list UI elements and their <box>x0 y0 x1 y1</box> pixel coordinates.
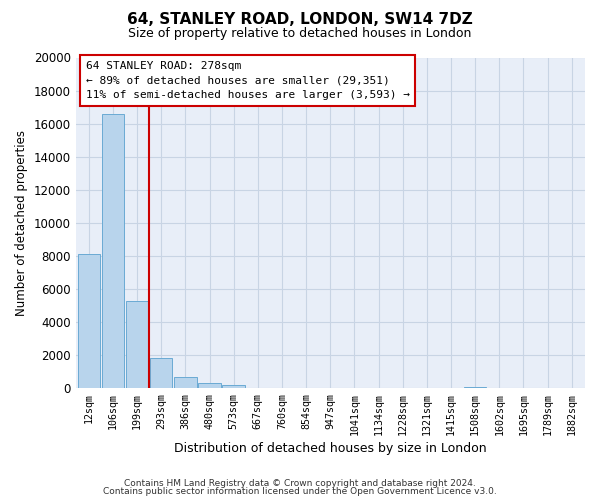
Text: Size of property relative to detached houses in London: Size of property relative to detached ho… <box>128 28 472 40</box>
Bar <box>199 383 221 388</box>
Text: Contains public sector information licensed under the Open Government Licence v3: Contains public sector information licen… <box>103 488 497 496</box>
X-axis label: Distribution of detached houses by size in London: Distribution of detached houses by size … <box>174 442 487 455</box>
Bar <box>150 358 172 388</box>
Text: 64, STANLEY ROAD, LONDON, SW14 7DZ: 64, STANLEY ROAD, LONDON, SW14 7DZ <box>127 12 473 28</box>
Y-axis label: Number of detached properties: Number of detached properties <box>15 130 28 316</box>
Bar <box>126 300 148 388</box>
Bar <box>223 385 245 388</box>
Text: Contains HM Land Registry data © Crown copyright and database right 2024.: Contains HM Land Registry data © Crown c… <box>124 478 476 488</box>
Bar <box>102 114 124 388</box>
Bar <box>464 386 487 388</box>
Bar <box>174 376 197 388</box>
Text: 64 STANLEY ROAD: 278sqm
← 89% of detached houses are smaller (29,351)
11% of sem: 64 STANLEY ROAD: 278sqm ← 89% of detache… <box>86 61 410 100</box>
Bar <box>77 254 100 388</box>
